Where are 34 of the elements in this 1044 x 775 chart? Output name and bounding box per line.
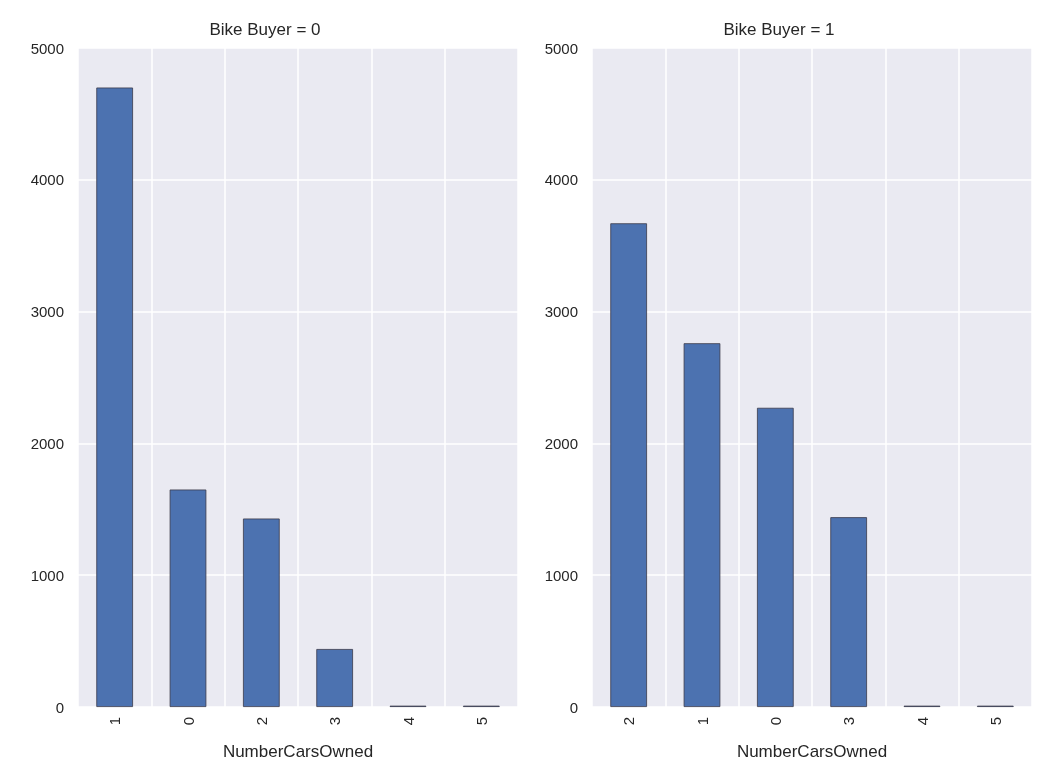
- bar: [169, 489, 207, 707]
- x-tick-label: 1: [106, 717, 124, 726]
- x-tick-label: 0: [179, 717, 197, 726]
- x-tick-label: 4: [399, 717, 417, 726]
- x-tick-label: 3: [326, 717, 344, 726]
- y-tick-label: 4000: [544, 171, 578, 189]
- x-tick-label: 2: [252, 717, 270, 726]
- y-tick-label: 3000: [544, 303, 578, 321]
- y-tick-label: 1000: [30, 566, 64, 584]
- x-tick-label: 0: [766, 717, 784, 726]
- y-tick-label: 4000: [30, 171, 64, 189]
- y-tick-label: 2000: [30, 434, 64, 452]
- bar: [243, 518, 280, 707]
- y-tick-label: 2000: [544, 434, 578, 452]
- chart-title: Bike Buyer = 0: [209, 20, 321, 39]
- x-tick-label: 3: [840, 717, 858, 726]
- bar: [316, 649, 353, 707]
- y-tick-label: 5000: [30, 39, 64, 57]
- x-tick-label: 5: [986, 717, 1004, 726]
- x-axis-title: NumberCarsOwned: [222, 742, 374, 761]
- y-tick-label: 1000: [544, 566, 578, 584]
- x-tick-label: 4: [913, 717, 931, 726]
- bar: [757, 407, 794, 707]
- x-tick-label: 2: [620, 717, 638, 726]
- y-tick-label: 3000: [30, 303, 64, 321]
- y-tick-label: 5000: [544, 39, 578, 57]
- x-axis-title: NumberCarsOwned: [736, 742, 888, 761]
- bar: [610, 223, 647, 707]
- chart-title: Bike Buyer = 1: [723, 20, 835, 39]
- bar: [683, 343, 721, 707]
- x-tick-label: 5: [472, 717, 490, 726]
- x-tick-label: 1: [693, 717, 711, 726]
- bar: [830, 517, 867, 707]
- bar: [96, 87, 133, 707]
